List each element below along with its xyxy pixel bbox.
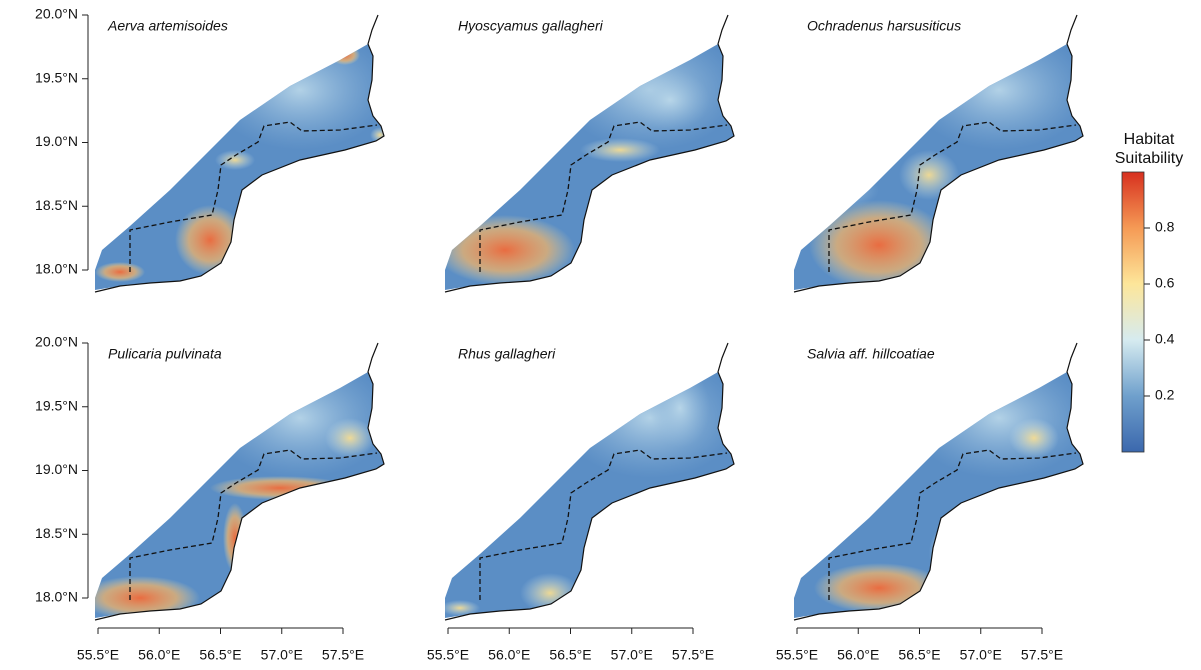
lat-tick-label: 18.5°N	[35, 525, 78, 541]
lon-tick-label: 56.5°E	[549, 647, 591, 663]
lat-tick-label: 19.5°N	[35, 397, 78, 413]
lon-tick-label: 57.0°E	[611, 647, 653, 663]
lon-tick-label: 56.0°E	[488, 647, 530, 663]
legend-tick-label: 0.4	[1155, 331, 1175, 347]
panel-title: Hyoscyamus gallagheri	[458, 18, 604, 34]
panel-title: Aerva artemisoides	[107, 18, 228, 34]
legend-title: Suitability	[1115, 150, 1183, 167]
background-shade	[560, 358, 740, 478]
suitability-layer	[799, 30, 1089, 290]
map-panel: Aerva artemisoides	[95, 15, 390, 292]
lon-tick-label: 56.5°E	[898, 647, 940, 663]
lat-tick-label: 18.0°N	[35, 589, 78, 605]
hotspot	[215, 150, 255, 170]
lon-tick-label: 55.5°E	[427, 647, 469, 663]
lon-tick-label: 56.5°E	[199, 647, 241, 663]
hotspot	[650, 368, 710, 448]
lon-tick-label: 57.0°E	[960, 647, 1002, 663]
hotspot	[814, 563, 944, 613]
hotspot	[370, 127, 390, 143]
legend: Habitat Suitability 0.2 0.4 0.6 0.8	[1115, 131, 1183, 452]
hotspot	[899, 150, 959, 200]
hotspot	[95, 262, 145, 282]
lat-tick-label: 19.0°N	[35, 133, 78, 149]
colorbar	[1122, 172, 1144, 452]
panel-title: Pulicaria pulvinata	[108, 346, 222, 362]
map-panel: Ochradenus harsusiticus	[794, 15, 1089, 292]
map-panel: Salvia aff. hillcoatiae	[794, 343, 1089, 620]
hotspot	[330, 45, 360, 65]
legend-tick-label: 0.6	[1155, 275, 1175, 291]
lon-tick-label: 55.5°E	[776, 647, 818, 663]
hotspot	[80, 576, 200, 620]
hotspot	[929, 528, 959, 578]
map-panel: Pulicaria pulvinata	[80, 343, 390, 620]
hotspot	[520, 573, 580, 613]
background-shade	[909, 358, 1089, 478]
panel-title: Ochradenus harsusiticus	[807, 18, 961, 34]
map-panel: Hyoscyamus gallagheri	[435, 15, 740, 292]
lon-tick-label: 56.0°E	[138, 647, 180, 663]
lon-tick-label: 56.0°E	[837, 647, 879, 663]
suitability-layer	[80, 358, 390, 620]
background-shade	[210, 358, 390, 478]
legend-tick-label: 0.2	[1155, 387, 1175, 403]
background-shade	[909, 30, 1089, 150]
background-shade	[210, 30, 390, 150]
panel-title: Rhus gallagheri	[458, 346, 556, 362]
lat-tick-label: 18.5°N	[35, 197, 78, 213]
hotspot	[630, 70, 710, 130]
hotspot	[1009, 418, 1059, 458]
panel-title: Salvia aff. hillcoatiae	[807, 346, 935, 362]
lon-tick-label: 57.5°E	[672, 647, 714, 663]
lat-tick-label: 19.0°N	[35, 461, 78, 477]
figure: Aerva artemisoides Hyoscyamus gallagheri O…	[0, 0, 1201, 670]
hotspot	[580, 138, 660, 162]
lat-tick-label: 18.0°N	[35, 261, 78, 277]
lon-tick-label: 57.5°E	[1021, 647, 1063, 663]
legend-tick-label: 0.8	[1155, 219, 1175, 235]
lat-tick-label: 20.0°N	[35, 334, 78, 350]
lat-tick-label: 19.5°N	[35, 69, 78, 85]
hotspot	[325, 418, 375, 458]
lon-tick-label: 57.0°E	[261, 647, 303, 663]
hotspot	[799, 170, 879, 210]
map-panel: Rhus gallagheri	[440, 343, 740, 620]
lon-tick-label: 57.5°E	[322, 647, 364, 663]
panels: Aerva artemisoides Hyoscyamus gallagheri O…	[80, 15, 1089, 620]
lon-tick-label: 55.5°E	[77, 647, 119, 663]
lat-tick-label: 20.0°N	[35, 6, 78, 22]
hotspot	[223, 503, 247, 573]
legend-title: Habitat	[1124, 131, 1175, 148]
